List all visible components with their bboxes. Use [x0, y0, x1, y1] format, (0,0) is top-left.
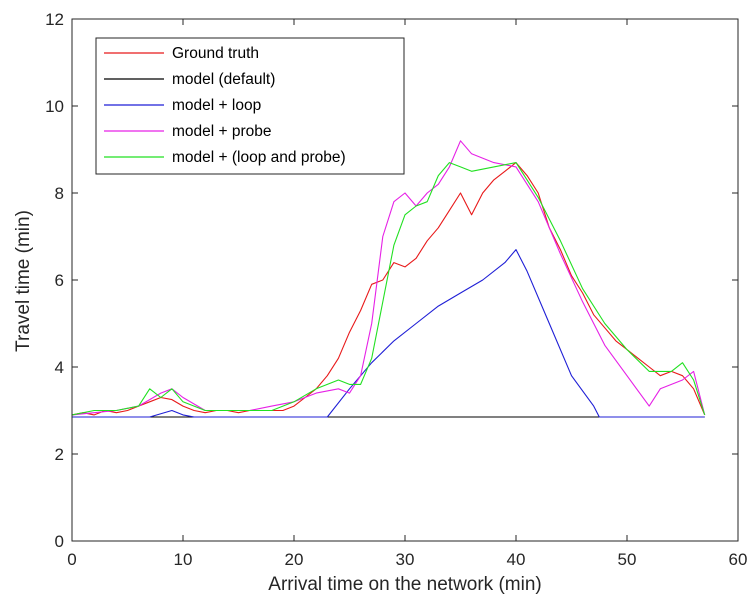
y-tick-label: 4	[55, 358, 64, 377]
y-tick-label: 2	[55, 445, 64, 464]
y-tick-label: 8	[55, 184, 64, 203]
legend-box	[95, 37, 405, 175]
series-line-0	[71, 162, 706, 416]
y-tick-label: 10	[45, 97, 64, 116]
x-tick-label: 60	[729, 550, 748, 569]
legend-label-1: model (default)	[172, 71, 275, 88]
x-tick-label: 30	[396, 550, 415, 569]
x-tick-label: 20	[285, 550, 304, 569]
y-tick-label: 6	[55, 271, 64, 290]
series-layer	[71, 140, 706, 418]
x-tick-label: 50	[618, 550, 637, 569]
legend-label-4: model + (loop and probe)	[172, 149, 346, 166]
legend-label-2: model + loop	[172, 97, 261, 114]
series-line-2	[72, 249, 705, 418]
x-tick-label: 10	[174, 550, 193, 569]
y-tick-label: 0	[55, 532, 64, 551]
y-axis-label: Travel time (min)	[13, 210, 34, 352]
ticks-layer: 0 10 20 30 40 50 60 0 2 4 6 8 10 12	[45, 10, 747, 569]
y-tick-label: 12	[45, 10, 64, 29]
series-line-3	[71, 140, 706, 416]
x-tick-label: 0	[67, 550, 76, 569]
x-tick-label: 40	[507, 550, 526, 569]
legend-label-3: model + probe	[172, 123, 272, 140]
legend-label-0: Ground truth	[172, 45, 259, 62]
x-axis-label: Arrival time on the network (min)	[268, 574, 541, 595]
series-line-4	[71, 162, 706, 416]
legend: Ground truth model (default) model + loop m…	[95, 37, 405, 175]
